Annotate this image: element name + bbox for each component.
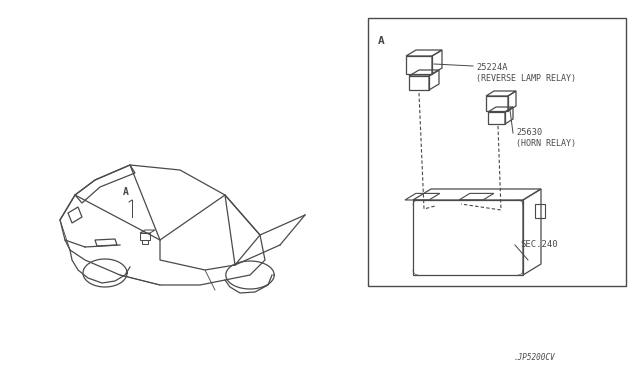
Bar: [368, 18, 626, 286]
Text: .JP5200CV: .JP5200CV: [513, 353, 555, 362]
Text: (REVERSE LAMP RELAY): (REVERSE LAMP RELAY): [476, 74, 576, 83]
Text: 25224A: 25224A: [476, 63, 508, 72]
Text: 25630: 25630: [516, 128, 542, 137]
Text: A: A: [123, 187, 129, 197]
Text: SEC.240: SEC.240: [520, 240, 557, 249]
Text: (HORN RELAY): (HORN RELAY): [516, 139, 576, 148]
Text: A: A: [378, 36, 385, 46]
